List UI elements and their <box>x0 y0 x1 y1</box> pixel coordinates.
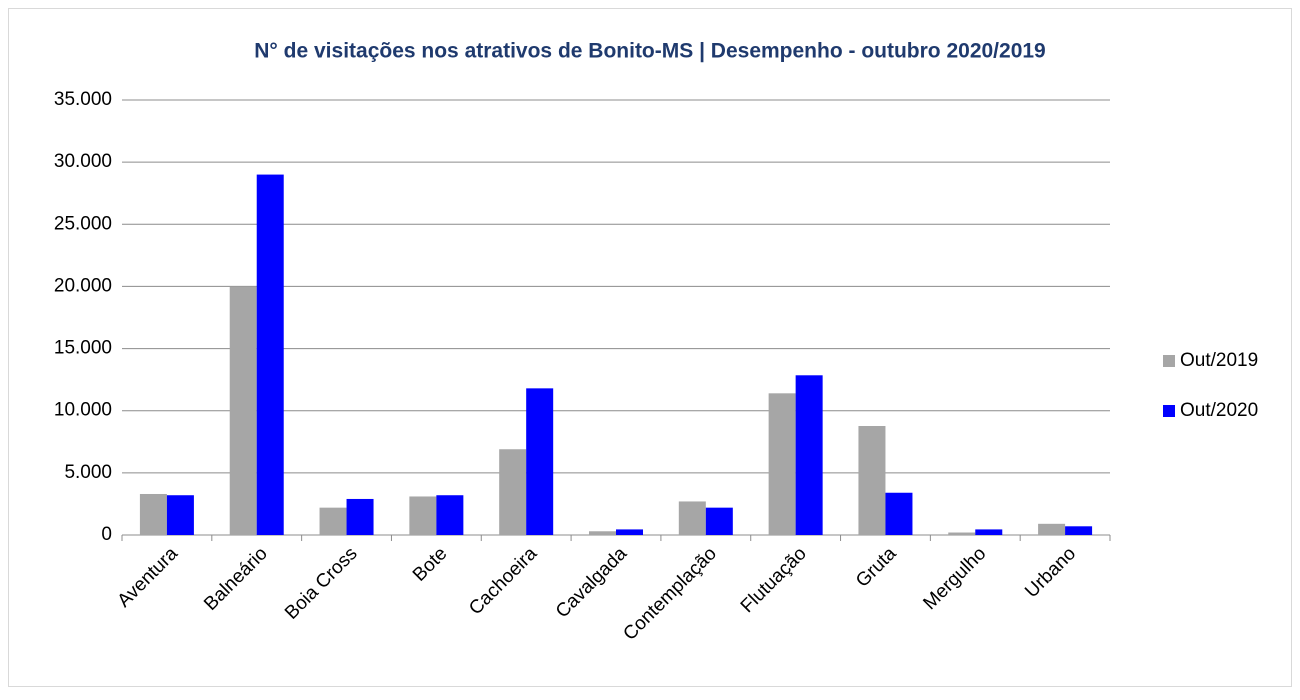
bar <box>436 495 464 535</box>
bar <box>1065 526 1093 535</box>
bar <box>229 286 257 535</box>
bar <box>975 529 1003 535</box>
bar <box>795 375 823 535</box>
bar <box>1038 523 1066 535</box>
y-tick-label: 35.000 <box>54 89 112 110</box>
bar <box>346 498 374 535</box>
chart-border <box>8 8 1292 687</box>
chart-title: N° de visitações nos atrativos de Bonito… <box>254 40 1045 63</box>
bar <box>858 426 886 535</box>
legend-swatch <box>1163 405 1175 417</box>
bar <box>885 492 913 535</box>
legend-label: Out/2020 <box>1180 400 1258 421</box>
legend-label: Out/2019 <box>1180 350 1258 371</box>
y-tick-label: 30.000 <box>54 151 112 172</box>
bar <box>166 495 194 535</box>
y-tick-label: 10.000 <box>54 400 112 421</box>
bar <box>768 393 796 535</box>
y-tick-label: 0 <box>101 524 112 545</box>
y-tick-label: 15.000 <box>54 338 112 359</box>
bar <box>499 449 527 535</box>
y-tick-label: 5.000 <box>64 462 112 483</box>
bar <box>589 531 616 535</box>
bar <box>526 388 554 535</box>
bar <box>948 532 976 535</box>
y-tick-label: 20.000 <box>54 275 112 296</box>
legend-swatch <box>1163 355 1175 367</box>
bar <box>139 493 167 535</box>
bar <box>705 507 733 535</box>
bar <box>616 529 643 535</box>
y-tick-label: 25.000 <box>54 213 112 234</box>
bar <box>409 496 437 535</box>
bar <box>319 507 347 535</box>
bar <box>678 501 706 535</box>
bar <box>256 174 284 536</box>
